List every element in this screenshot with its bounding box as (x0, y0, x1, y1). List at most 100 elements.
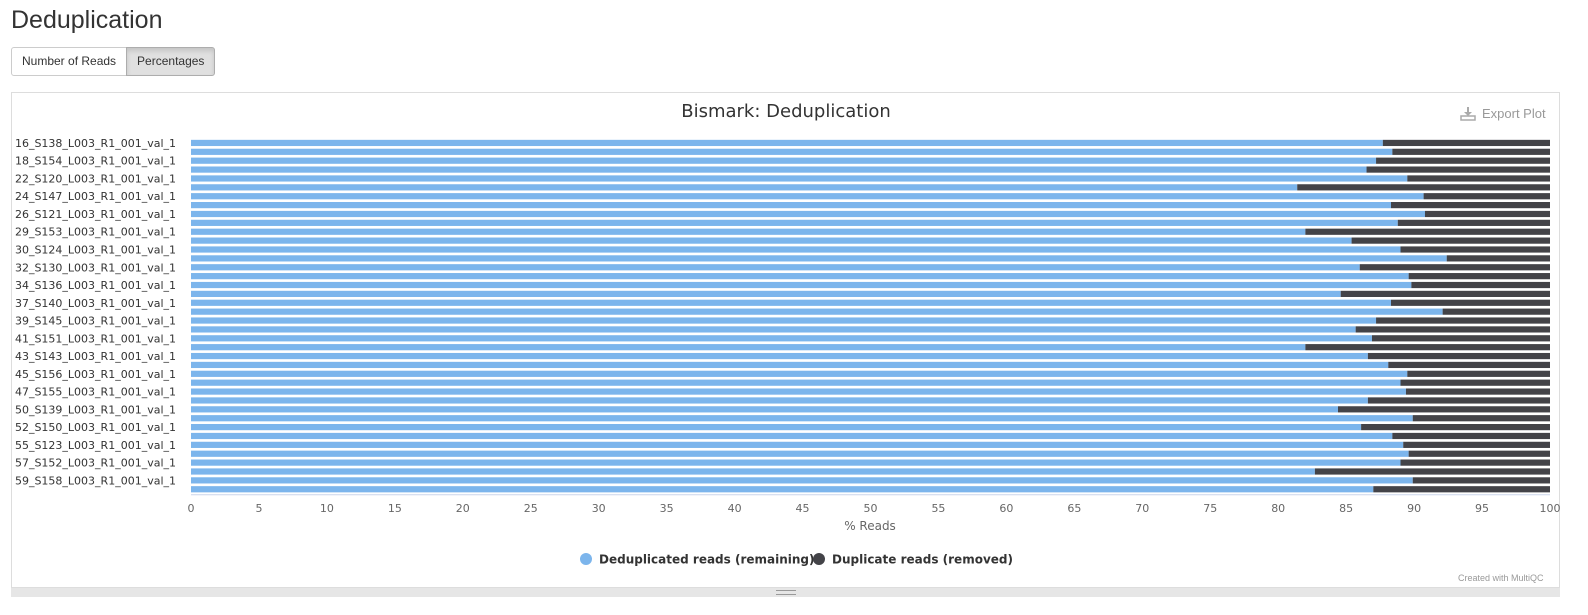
bar-duplicate[interactable] (1405, 388, 1550, 395)
bar-dedup[interactable] (191, 219, 1398, 226)
bar-dedup[interactable] (191, 246, 1401, 253)
bar-dedup[interactable] (191, 175, 1408, 182)
bar-duplicate[interactable] (1400, 459, 1550, 466)
x-tick-label: 70 (1135, 502, 1149, 515)
x-tick-label: 15 (388, 502, 402, 515)
bar-duplicate[interactable] (1314, 468, 1550, 475)
bar-dedup[interactable] (191, 344, 1306, 351)
bar-duplicate[interactable] (1407, 175, 1550, 182)
bar-duplicate[interactable] (1392, 432, 1550, 440)
bar-dedup[interactable] (191, 237, 1352, 244)
bar-dedup[interactable] (191, 424, 1362, 431)
legend-dedup-label[interactable]: Deduplicated reads (remaining) (599, 553, 815, 567)
bar-dedup[interactable] (191, 166, 1367, 173)
bar-dedup[interactable] (191, 317, 1377, 324)
bar-duplicate[interactable] (1392, 148, 1550, 155)
bar-duplicate[interactable] (1423, 193, 1550, 200)
bar-duplicate[interactable] (1337, 406, 1550, 413)
bar-dedup[interactable] (191, 148, 1393, 155)
bar-duplicate[interactable] (1366, 166, 1550, 173)
bar-dedup[interactable] (191, 361, 1389, 369)
bar-duplicate[interactable] (1371, 335, 1550, 342)
bar-duplicate[interactable] (1297, 184, 1550, 191)
bar-dedup[interactable] (191, 228, 1306, 235)
bar-dedup[interactable] (191, 432, 1393, 440)
bar-duplicate[interactable] (1403, 441, 1550, 448)
bar-duplicate[interactable] (1355, 326, 1550, 333)
download-icon (1460, 107, 1476, 121)
bar-dedup[interactable] (191, 193, 1424, 200)
x-tick-label: 10 (320, 502, 334, 515)
bar-duplicate[interactable] (1367, 397, 1550, 404)
bar-dedup[interactable] (191, 290, 1341, 297)
bar-dedup[interactable] (191, 308, 1443, 315)
bar-dedup[interactable] (191, 459, 1401, 466)
bar-duplicate[interactable] (1382, 139, 1550, 147)
bar-dedup[interactable] (191, 486, 1374, 493)
bar-dedup[interactable] (191, 264, 1360, 271)
y-axis-label: 45_S156_L003_R1_001_val_1 (15, 368, 176, 381)
bar-duplicate[interactable] (1408, 450, 1550, 457)
bar-duplicate[interactable] (1390, 299, 1550, 306)
bar-duplicate[interactable] (1340, 290, 1550, 297)
bar-duplicate[interactable] (1397, 219, 1550, 226)
bar-duplicate[interactable] (1376, 317, 1550, 324)
bar-duplicate[interactable] (1446, 255, 1550, 262)
percentages-button[interactable]: Percentages (126, 47, 216, 76)
bar-dedup[interactable] (191, 281, 1412, 289)
bar-dedup[interactable] (191, 255, 1447, 262)
x-tick-label: 60 (999, 502, 1013, 515)
bar-dedup[interactable] (191, 202, 1391, 209)
y-axis-label: 57_S152_L003_R1_001_val_1 (15, 457, 176, 470)
bar-duplicate[interactable] (1390, 202, 1550, 209)
bar-duplicate[interactable] (1305, 228, 1550, 235)
bar-duplicate[interactable] (1424, 210, 1550, 218)
bar-duplicate[interactable] (1400, 379, 1550, 386)
y-axis-label: 39_S145_L003_R1_001_val_1 (15, 315, 176, 328)
bar-dedup[interactable] (191, 441, 1404, 448)
bar-duplicate[interactable] (1400, 246, 1550, 253)
bar-dedup[interactable] (191, 388, 1406, 395)
legend[interactable]: Deduplicated reads (remaining) Duplicate… (580, 553, 1013, 567)
bar-dedup[interactable] (191, 210, 1425, 218)
bar-dedup[interactable] (191, 415, 1413, 422)
bar-duplicate[interactable] (1305, 344, 1550, 351)
bar-dedup[interactable] (191, 157, 1377, 164)
bar-duplicate[interactable] (1388, 361, 1550, 369)
number-of-reads-button[interactable]: Number of Reads (11, 47, 128, 76)
bar-duplicate[interactable] (1373, 486, 1550, 493)
legend-dup-label[interactable]: Duplicate reads (removed) (832, 553, 1013, 567)
bar-dedup[interactable] (191, 139, 1383, 147)
plot-resize-handle[interactable] (11, 587, 1560, 597)
bar-dedup[interactable] (191, 468, 1315, 475)
bar-duplicate[interactable] (1407, 370, 1550, 377)
x-tick-label: 40 (728, 502, 742, 515)
bar-duplicate[interactable] (1412, 477, 1550, 484)
bar-dedup[interactable] (191, 352, 1368, 360)
bar-duplicate[interactable] (1367, 352, 1550, 360)
resize-grip-icon[interactable] (776, 590, 796, 595)
bar-duplicate[interactable] (1361, 424, 1550, 431)
bar-duplicate[interactable] (1351, 237, 1550, 244)
x-tick-label: 35 (660, 502, 674, 515)
bar-dedup[interactable] (191, 273, 1409, 280)
bar-duplicate[interactable] (1411, 281, 1550, 289)
x-tick-label: 30 (592, 502, 606, 515)
bar-duplicate[interactable] (1376, 157, 1550, 164)
bar-duplicate[interactable] (1412, 415, 1550, 422)
bar-dedup[interactable] (191, 379, 1401, 386)
bar-dedup[interactable] (191, 335, 1372, 342)
bar-duplicate[interactable] (1408, 273, 1550, 280)
x-axis: 0 5 10 15 20 25 30 35 40 45 50 55 60 65 70 75 80 85 90 95 10… (188, 494, 1561, 515)
bar-dedup[interactable] (191, 397, 1368, 404)
bar-dedup[interactable] (191, 299, 1391, 306)
bar-duplicate[interactable] (1359, 264, 1550, 271)
bar-dedup[interactable] (191, 370, 1408, 377)
bar-dedup[interactable] (191, 184, 1298, 191)
bar-dedup[interactable] (191, 406, 1338, 413)
bar-dedup[interactable] (191, 477, 1413, 484)
bar-duplicate[interactable] (1442, 308, 1550, 315)
export-plot-button[interactable]: Export Plot (1460, 106, 1546, 121)
bar-dedup[interactable] (191, 326, 1356, 333)
bar-dedup[interactable] (191, 450, 1409, 457)
